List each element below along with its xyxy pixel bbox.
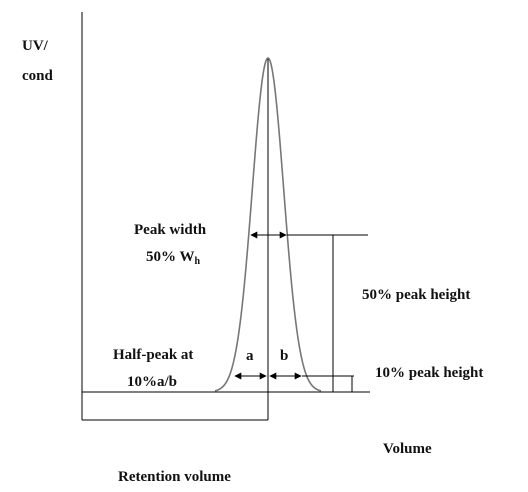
label: Retention volume <box>118 469 231 485</box>
label: b <box>280 348 288 364</box>
label: 50% Wh <box>146 249 200 267</box>
label: 50% peak height <box>362 287 470 303</box>
y-label: UV/ <box>22 38 49 54</box>
label: 50% W <box>146 249 194 265</box>
peak-curve <box>214 57 322 392</box>
label: 10% peak height <box>375 365 483 381</box>
x-label: Volume <box>383 441 432 457</box>
label: a <box>246 348 254 364</box>
label: Peak width <box>134 222 207 238</box>
label: Half-peak at <box>113 347 193 363</box>
y-label: cond <box>22 68 54 84</box>
subscript: h <box>194 256 200 267</box>
label: 10%a/b <box>127 374 177 390</box>
